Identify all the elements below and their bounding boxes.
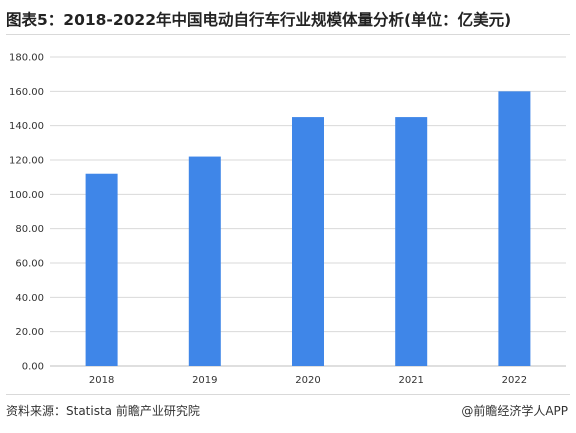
x-tick-label: 2020 [295, 375, 320, 386]
credit-note: @前瞻经济学人APP [461, 404, 568, 418]
y-tick-label: 40.00 [15, 293, 44, 304]
bar-2020 [292, 117, 324, 366]
y-tick-label: 120.00 [9, 156, 44, 167]
footer-divider [6, 394, 570, 395]
title-divider [6, 34, 570, 35]
bars [85, 91, 531, 366]
x-tick-label: 2022 [502, 375, 527, 386]
y-tick-label: 80.00 [15, 224, 44, 235]
bar-2018 [85, 173, 118, 366]
y-tick-label: 60.00 [15, 259, 44, 270]
y-tick-label: 0.00 [22, 362, 44, 373]
y-tick-label: 140.00 [9, 121, 44, 132]
x-tick-label: 2018 [89, 375, 114, 386]
y-tick-label: 100.00 [9, 190, 44, 201]
x-tick-label: 2019 [192, 375, 217, 386]
y-axis-ticks: 0.00 20.00 40.00 60.00 80.00 100.00 120.00 140.… [9, 53, 44, 373]
y-tick-label: 160.00 [9, 87, 44, 98]
bar-2021 [395, 117, 428, 366]
x-tick-label: 2021 [398, 375, 423, 386]
x-axis-ticks: 2018 2019 2020 2021 2022 [89, 375, 527, 386]
bar-2019 [188, 156, 221, 366]
chart-title: 图表5：2018-2022年中国电动自行车行业规模体量分析(单位：亿美元) [6, 11, 512, 29]
y-tick-label: 20.00 [15, 327, 44, 338]
bar-2022 [498, 91, 531, 366]
y-tick-label: 180.00 [9, 53, 44, 64]
source-note: 资料来源：Statista 前瞻产业研究院 [6, 404, 200, 418]
